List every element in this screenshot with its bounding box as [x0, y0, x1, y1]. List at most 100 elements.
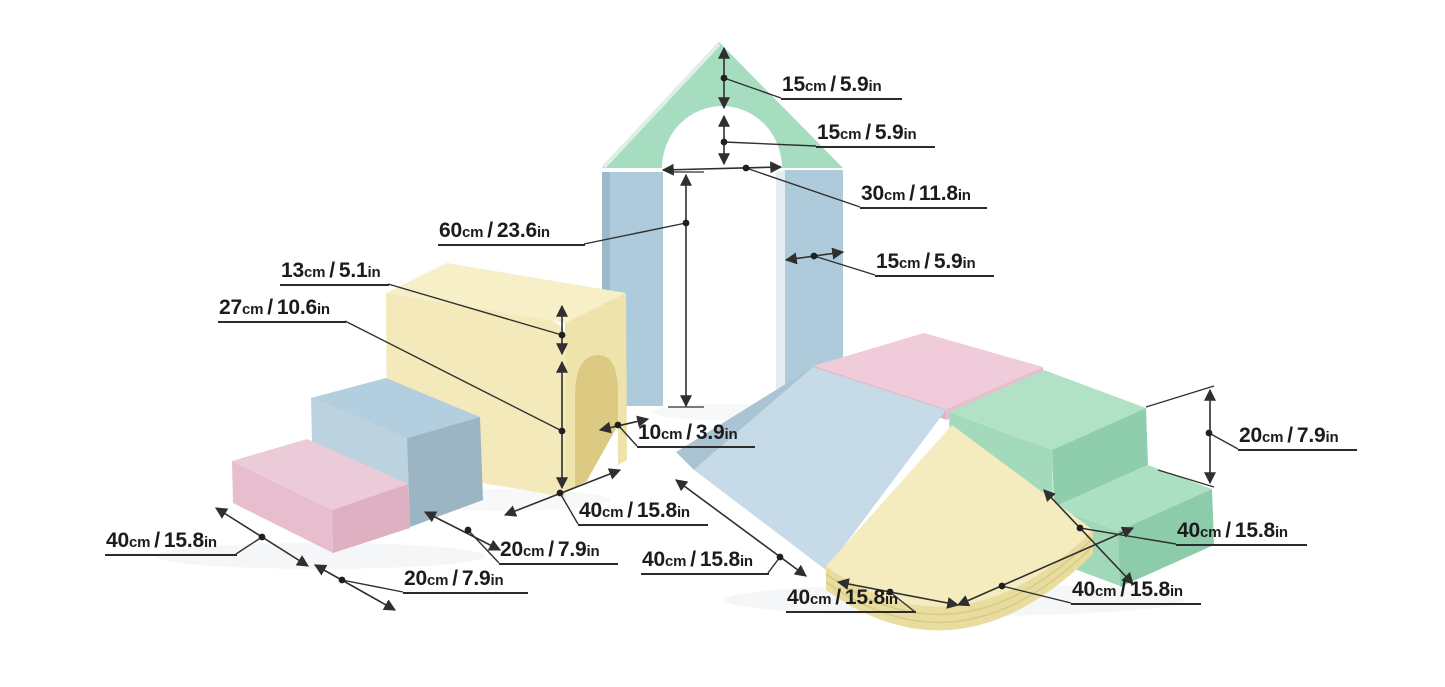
pink-step-top-face: [232, 439, 408, 510]
dim-value-cm: 40: [642, 548, 665, 571]
dim-value-in: 15.8: [844, 586, 885, 609]
separator: /: [452, 567, 458, 590]
blue-step-right-face: [407, 417, 483, 527]
dim-value-cm: 40: [787, 586, 810, 609]
dim-value-in: 15.8: [636, 499, 677, 522]
separator: /: [690, 548, 696, 571]
dim-value-cm: 40: [106, 529, 129, 552]
separator: /: [686, 421, 692, 444]
dim-label-tunnel-leg-width: 10cm/3.9in: [637, 422, 755, 448]
separator: /: [865, 121, 871, 144]
unit-cm: cm: [839, 126, 862, 143]
dim-label-step-two-width: 20cm/7.9in: [499, 539, 618, 565]
unit-cm: cm: [804, 78, 827, 95]
separator: /: [154, 529, 160, 552]
pink-flat-top-face: [813, 333, 1043, 409]
dim-value-in: 7.9: [461, 567, 491, 590]
unit-in: in: [1325, 429, 1339, 446]
dim-value-cm: 30: [861, 182, 884, 205]
dim-value-cm: 20: [500, 538, 523, 561]
dim-value-in: 15.8: [699, 548, 740, 571]
unit-cm: cm: [1094, 583, 1117, 600]
unit-in: in: [957, 187, 971, 204]
dim-value-cm: 40: [1177, 519, 1200, 542]
dim-value-in: 15.8: [1129, 578, 1170, 601]
separator: /: [267, 296, 273, 319]
dim-label-arch-crown-thickness: 15cm/5.9in: [816, 122, 935, 148]
separator: /: [548, 538, 554, 561]
dim-value-cm: 15: [876, 250, 899, 273]
tunnel-right-face: [565, 293, 627, 492]
dim-label-slide-length: 40cm/15.8in: [641, 549, 769, 575]
dim-label-corner-pad-width: 40cm/15.8in: [786, 587, 916, 613]
unit-in: in: [536, 224, 550, 241]
dim-value-cm: 15: [817, 121, 840, 144]
unit-in: in: [490, 572, 504, 589]
stair-upper-top-face: [949, 370, 1146, 450]
dim-label-stair-step-height: 20cm/7.9in: [1238, 425, 1357, 451]
dim-label-roof-peak-height: 15cm/5.9in: [781, 74, 902, 100]
unit-in: in: [884, 591, 898, 608]
gate-roof-highlight: [602, 42, 721, 169]
dim-value-cm: 10: [638, 421, 661, 444]
dim-label-pillar-width: 15cm/5.9in: [875, 251, 994, 277]
dim-value-cm: 60: [439, 219, 462, 242]
unit-cm: cm: [303, 264, 326, 281]
dim-value-in: 5.9: [874, 121, 904, 144]
unit-in: in: [903, 126, 917, 143]
dim-label-step-one-width: 20cm/7.9in: [403, 568, 528, 594]
dim-value-in: 15.8: [163, 529, 204, 552]
unit-in: in: [203, 534, 217, 551]
dim-value-in: 3.9: [695, 421, 725, 444]
unit-in: in: [676, 504, 690, 521]
unit-cm: cm: [461, 224, 484, 241]
unit-cm: cm: [128, 534, 151, 551]
stair-lower-right-face: [1118, 489, 1214, 587]
dim-value-in: 5.1: [338, 259, 368, 282]
dim-value-in: 7.9: [1296, 424, 1326, 447]
dim-value-cm: 27: [219, 296, 242, 319]
stair-upper-right-face: [1052, 408, 1148, 507]
anchor-dots: [258, 74, 1213, 596]
gate-roof: [602, 42, 843, 168]
dim-label-tunnel-arch-height: 27cm/10.6in: [218, 297, 346, 323]
unit-cm: cm: [241, 301, 264, 318]
slide-left-face: [676, 367, 813, 470]
unit-in: in: [1274, 524, 1288, 541]
dim-label-steps-depth: 40cm/15.8in: [105, 530, 237, 556]
dim-value-in: 15.8: [1234, 519, 1275, 542]
separator: /: [835, 586, 841, 609]
unit-in: in: [586, 543, 600, 560]
slide-slope-face: [694, 367, 946, 570]
dim-value-in: 10.6: [276, 296, 317, 319]
gate-right-pillar-inner-edge: [776, 170, 785, 401]
unit-cm: cm: [601, 504, 624, 521]
unit-in: in: [724, 426, 738, 443]
unit-cm: cm: [426, 572, 449, 589]
blue-step-top-face: [311, 378, 480, 438]
tunnel-and-steps-group: [232, 263, 627, 553]
dim-value-cm: 40: [1072, 578, 1095, 601]
dim-label-tunnel-width: 40cm/15.8in: [578, 500, 708, 526]
dim-value-in: 7.9: [557, 538, 587, 561]
unit-in: in: [1169, 583, 1183, 600]
separator: /: [1120, 578, 1126, 601]
unit-cm: cm: [883, 187, 906, 204]
dim-label-pillar-height: 60cm/23.6in: [438, 220, 585, 246]
unit-in: in: [367, 264, 381, 281]
separator: /: [924, 250, 930, 273]
dim-value-cm: 40: [579, 499, 602, 522]
dim-value-cm: 20: [404, 567, 427, 590]
gate-right-pillar: [785, 170, 843, 400]
unit-in: in: [316, 301, 330, 318]
unit-cm: cm: [1261, 429, 1284, 446]
pink-step-right-face: [332, 484, 410, 553]
leader-lines: [235, 77, 1239, 613]
unit-in: in: [739, 553, 753, 570]
separator: /: [830, 73, 836, 96]
separator: /: [329, 259, 335, 282]
dim-label-arch-opening-width: 30cm/11.8in: [860, 183, 987, 209]
unit-in: in: [868, 78, 882, 95]
separator: /: [1287, 424, 1293, 447]
